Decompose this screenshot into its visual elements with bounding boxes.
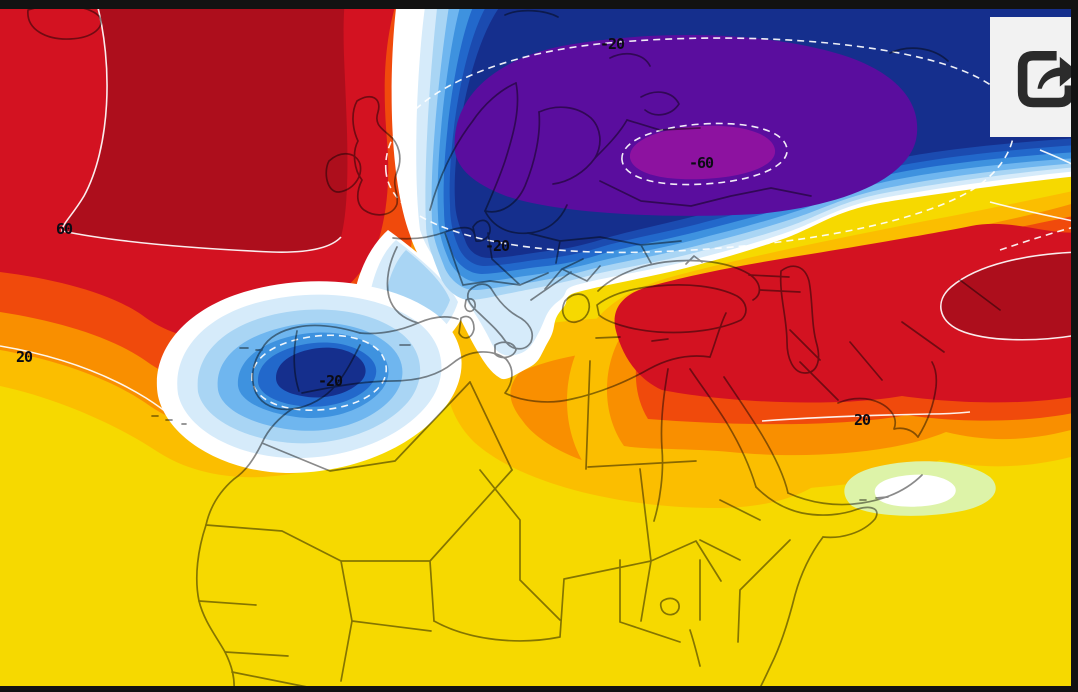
- contour-60-mideast-loop: [940, 251, 1078, 341]
- coast-ireland: [325, 153, 362, 193]
- coast-norway: [429, 82, 517, 211]
- contour-label-west-atlantic: 20: [15, 348, 33, 366]
- contour-minus20-north: [385, 37, 1015, 254]
- borders-maghreb: [261, 381, 471, 472]
- coast-greece: [561, 293, 591, 324]
- share-button[interactable]: [990, 17, 1072, 137]
- coast-caspian: [779, 265, 820, 374]
- coast-black-sea: [597, 259, 761, 301]
- border-egypt-libya: [585, 360, 591, 470]
- coast-iberia: [251, 324, 361, 411]
- coast-horn-of-africa: [822, 506, 878, 539]
- coast-great-britain: [352, 95, 401, 216]
- borders-russia: [599, 119, 812, 207]
- contour-label-arctic-low: -20: [599, 35, 625, 53]
- coast-arabia-south: [787, 474, 923, 506]
- borders-iraq-iran: [789, 279, 1001, 401]
- river-nile: [653, 368, 669, 522]
- borders-balkans: [544, 258, 601, 290]
- band-magenta-core: [629, 125, 776, 180]
- borders-east-africa: [699, 499, 791, 643]
- coast-crete: [595, 336, 621, 339]
- lake-victoria: [659, 597, 680, 616]
- coast-sicily: [494, 341, 517, 359]
- coast-cyprus: [651, 338, 669, 342]
- coast-north-africa: [301, 351, 711, 403]
- contour-label-iberia-low: -20: [317, 372, 343, 390]
- cold-bands-iberia: [156, 281, 462, 474]
- country-borders: [27, 4, 1001, 692]
- frame-bottom-bar: [0, 686, 1078, 692]
- contour-label-middle-east-high: 20: [853, 411, 871, 429]
- border-libya-algeria: [469, 381, 513, 471]
- coast-sweden: [484, 111, 541, 213]
- band-red-mideast: [614, 223, 1078, 403]
- borders-sahel: [205, 469, 513, 682]
- contour-20-mideast: [761, 411, 971, 422]
- coast-france-west: [386, 246, 419, 324]
- contour-60-atlantic: [61, 0, 342, 253]
- contour-right-edge-b: [989, 201, 1078, 223]
- coast-north-sea: [392, 226, 475, 240]
- frame-right-bar: [1071, 0, 1078, 692]
- coast-east-africa: [757, 536, 824, 692]
- border-portugal: [293, 330, 300, 392]
- contour-label-atlantic-high: 60: [55, 220, 73, 238]
- coast-arabia-west: [723, 376, 789, 494]
- contour-label-central-europe-low: -20: [484, 237, 510, 255]
- borders-west-africa: [198, 600, 289, 657]
- borders-chad-sudan: [639, 468, 722, 622]
- borders-caucasus: [748, 274, 801, 293]
- coast-persian-gulf: [837, 397, 919, 438]
- coast-arabia-east: [917, 361, 938, 438]
- islands-canary: [151, 347, 263, 425]
- coast-corsica: [464, 298, 476, 313]
- coast-crimea: [685, 255, 703, 265]
- coast-france-med: [417, 316, 459, 324]
- coast-svalbard: [504, 9, 559, 18]
- coast-italy: [466, 283, 534, 350]
- contour-20-west: [0, 345, 191, 437]
- band-white-arabia: [874, 474, 956, 507]
- coast-gulf-of-aden: [755, 486, 859, 516]
- coast-adriatic: [530, 271, 572, 301]
- border-finland-russia: [594, 119, 628, 159]
- band-darkred-atlantic: [62, 0, 348, 253]
- borders-central-europe: [462, 232, 682, 286]
- band-darkred-mideast: [940, 252, 1078, 340]
- coast-sardinia: [458, 315, 475, 339]
- warm-bands-middle-east: [567, 190, 1078, 490]
- contour-solid: [0, 0, 1078, 437]
- coast-finland: [538, 106, 601, 185]
- coast-turkey: [596, 284, 747, 334]
- borders-central-africa: [433, 469, 701, 643]
- islands-socotra: [859, 496, 889, 501]
- coast-red-sea-west: [689, 368, 757, 488]
- coast-kola: [640, 91, 680, 116]
- coast-levant: [709, 312, 727, 358]
- contour-lines: [0, 0, 1078, 437]
- lake-tanganyika: [689, 629, 701, 667]
- share-export-icon: [1017, 50, 1072, 108]
- coast-denmark: [472, 219, 491, 242]
- border-egypt-sudan: [587, 460, 697, 468]
- contour-label-scandinavia-core: -60: [688, 154, 714, 172]
- coast-novaya-zemlya: [609, 47, 949, 67]
- border-pyrenees: [359, 322, 419, 335]
- frame-top-bar: [0, 0, 1078, 9]
- border-rhine: [444, 232, 464, 286]
- border-norway-sweden: [484, 82, 519, 212]
- cool-spot-arabian-sea: [844, 461, 996, 516]
